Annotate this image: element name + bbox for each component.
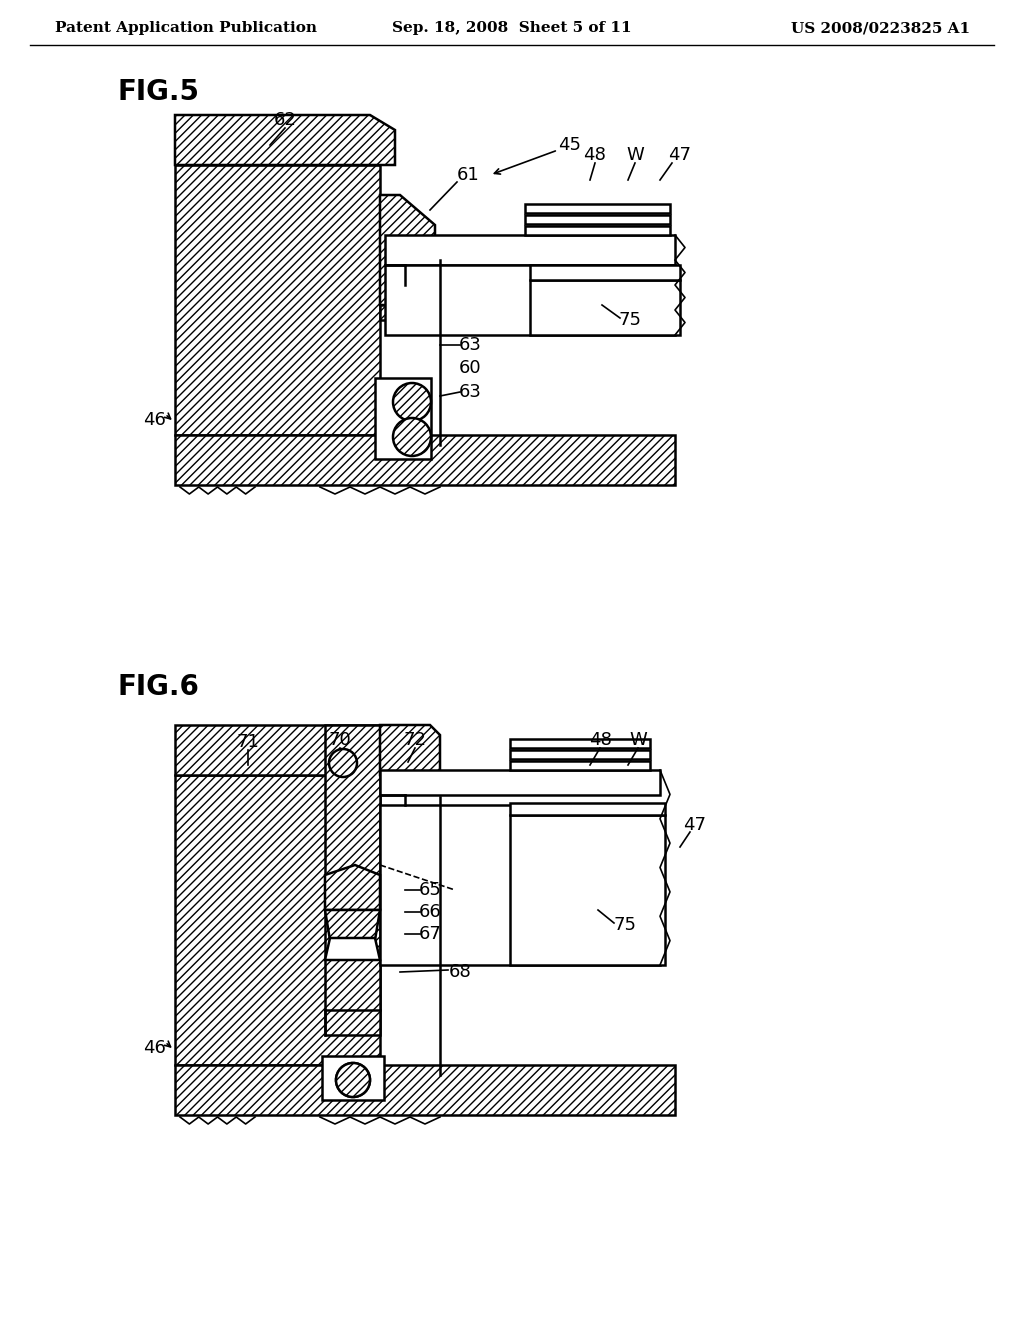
Bar (510, 803, 665, 814)
Text: 47: 47 (669, 147, 691, 164)
Bar (380, 770, 660, 795)
Bar (530, 265, 680, 280)
Polygon shape (380, 195, 435, 305)
Text: 68: 68 (449, 964, 471, 981)
Text: 45: 45 (558, 136, 582, 154)
Bar (175, 725, 395, 775)
Polygon shape (325, 865, 380, 909)
Text: US 2008/0223825 A1: US 2008/0223825 A1 (791, 21, 970, 36)
Bar (530, 280, 680, 335)
Text: 66: 66 (419, 903, 441, 921)
Circle shape (329, 748, 357, 777)
Text: FIG.5: FIG.5 (118, 78, 200, 106)
Text: Sep. 18, 2008  Sheet 5 of 11: Sep. 18, 2008 Sheet 5 of 11 (392, 21, 632, 36)
Text: 63: 63 (459, 337, 481, 354)
Text: 47: 47 (683, 816, 707, 834)
Bar (385, 265, 675, 335)
Polygon shape (325, 909, 380, 940)
Text: W: W (626, 147, 644, 164)
Text: 48: 48 (584, 147, 606, 164)
Bar (380, 305, 445, 319)
Text: FIG.6: FIG.6 (118, 673, 200, 701)
Bar (510, 814, 665, 965)
Text: 61: 61 (457, 166, 479, 183)
Text: Patent Application Publication: Patent Application Publication (55, 21, 317, 36)
Bar (322, 1056, 384, 1100)
Bar (525, 226, 670, 235)
Text: 75: 75 (613, 916, 637, 935)
Bar (175, 1065, 675, 1115)
Bar (375, 378, 431, 459)
Bar (510, 739, 650, 748)
Bar (380, 805, 660, 965)
Text: 75: 75 (618, 312, 641, 329)
Text: 72: 72 (403, 731, 427, 748)
Circle shape (393, 418, 431, 455)
Text: 67: 67 (419, 925, 441, 942)
Bar (385, 235, 675, 265)
Bar (510, 750, 650, 759)
Text: 46: 46 (143, 1039, 167, 1057)
Circle shape (393, 383, 431, 421)
Polygon shape (175, 115, 395, 165)
Bar (175, 436, 675, 484)
Polygon shape (380, 725, 440, 775)
Text: W: W (629, 731, 647, 748)
Text: 60: 60 (459, 359, 481, 378)
Text: 65: 65 (419, 880, 441, 899)
Bar (525, 215, 670, 224)
Text: 71: 71 (237, 733, 259, 751)
Bar (175, 775, 380, 1065)
Text: 63: 63 (459, 383, 481, 401)
Polygon shape (325, 939, 380, 960)
Bar (510, 762, 650, 770)
Bar (525, 205, 670, 213)
Circle shape (336, 1063, 370, 1097)
Text: 46: 46 (143, 411, 167, 429)
Bar (325, 725, 380, 1035)
Circle shape (336, 1063, 370, 1097)
Text: 62: 62 (273, 111, 296, 129)
Text: 70: 70 (329, 731, 351, 748)
Bar (175, 165, 380, 436)
Text: 48: 48 (589, 731, 611, 748)
